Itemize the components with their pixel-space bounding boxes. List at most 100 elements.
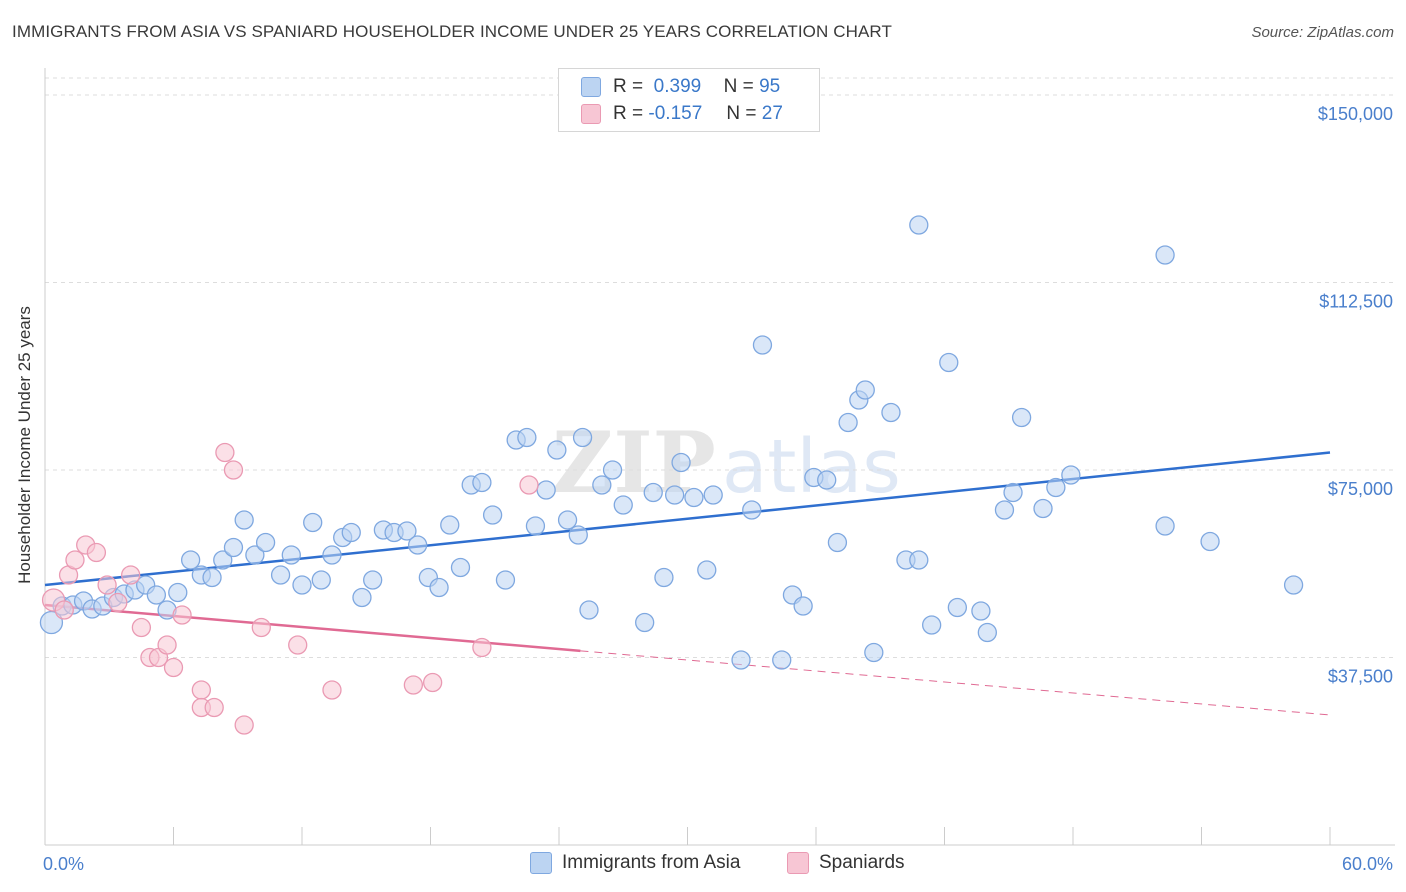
asia-point <box>255 532 276 553</box>
asia-point <box>817 470 837 490</box>
asia-point <box>482 505 503 525</box>
asia-point <box>971 601 991 621</box>
y-tick-label: $112,500 <box>1319 292 1393 312</box>
stats-legend: R = 0.399 N = 95 R = -0.157 N = 27 <box>558 68 820 132</box>
data-points <box>39 215 1304 735</box>
spaniard-point <box>108 592 128 613</box>
axes <box>44 68 1395 846</box>
legend-item-spaniards: Spaniards <box>787 852 905 874</box>
y-tick-labels: $37,500 $75,000 $112,500 $150,000 <box>1318 104 1393 687</box>
asia-point <box>793 596 813 616</box>
asia-point <box>772 650 792 670</box>
asia-point <box>654 567 674 588</box>
asia-point <box>613 495 633 515</box>
spaniard-point <box>65 550 85 570</box>
spaniard-point <box>215 442 235 463</box>
asia-point <box>1011 407 1032 428</box>
spaniard-point <box>54 600 74 620</box>
legend-label-spaniards: Spaniards <box>819 852 905 873</box>
asia-point <box>742 500 762 520</box>
asia-point <box>947 597 967 618</box>
legend-label-asia: Immigrants from Asia <box>562 852 741 873</box>
asia-point <box>407 535 428 555</box>
grid-lines <box>45 77 1395 658</box>
chart-title: IMMIGRANTS FROM ASIA VS SPANIARD HOUSEHO… <box>12 22 892 41</box>
asia-point <box>429 577 449 598</box>
legend-n-label: N = <box>723 76 754 97</box>
asia-point <box>939 352 959 373</box>
spaniard-point <box>86 542 107 563</box>
asia-point <box>977 622 997 643</box>
asia-point <box>303 512 323 533</box>
asia-point <box>697 560 717 580</box>
spaniard-point <box>251 617 271 638</box>
asia-point <box>752 335 773 355</box>
asia-point <box>281 545 301 565</box>
asia-point <box>1283 575 1304 595</box>
spaniard-point <box>519 475 539 495</box>
asia-point <box>322 545 342 565</box>
legend-swatch-pink <box>581 104 601 124</box>
asia-point <box>568 525 588 545</box>
legend-item-asia: Immigrants from Asia <box>530 852 740 874</box>
asia-point <box>495 570 516 590</box>
x-tick-labels: 0.0% 60.0% <box>43 854 1393 874</box>
legend-n-value: 27 <box>761 103 783 124</box>
asia-point <box>450 557 471 578</box>
asia-point <box>1155 245 1175 265</box>
series-legend: Immigrants from Asia Spaniards <box>0 852 1406 878</box>
asia-point <box>881 402 901 423</box>
asia-point <box>472 472 492 493</box>
asia-point <box>602 460 623 480</box>
spaniard-point <box>204 697 224 718</box>
asia-point <box>684 487 704 508</box>
spaniard-point <box>288 635 308 655</box>
asia-point <box>397 521 417 541</box>
y-tick-label: $150,000 <box>1318 104 1393 124</box>
spaniard-point <box>472 637 492 658</box>
asia-point <box>223 537 244 558</box>
asia-point <box>838 412 858 433</box>
asia-point <box>671 452 691 473</box>
spaniard-point <box>322 680 342 700</box>
asia-point <box>525 516 546 536</box>
asia-point <box>1046 477 1066 498</box>
asia-point <box>180 550 201 570</box>
asia-point <box>994 500 1015 520</box>
x-tick-label: 60.0% <box>1342 854 1393 874</box>
asia-point <box>643 482 663 503</box>
asia-point <box>517 427 537 448</box>
asia-point <box>234 510 254 530</box>
source-label: Source: ZipAtlas.com <box>1251 24 1394 41</box>
legend-r-value: 0.399 <box>653 76 702 97</box>
asia-point <box>579 600 599 620</box>
asia-point <box>557 510 578 530</box>
asia-point <box>1033 498 1053 519</box>
spaniard-trend-line-extension <box>580 650 1331 716</box>
spaniard-point <box>157 635 177 655</box>
spaniard-trend-line <box>44 603 581 653</box>
y-axis-label: Householder Income Under 25 years <box>15 306 34 584</box>
asia-point <box>703 485 723 505</box>
asia-point <box>864 642 884 663</box>
spaniard-point <box>223 460 244 480</box>
asia-point <box>855 380 875 400</box>
asia-point <box>270 565 291 585</box>
legend-r-value: -0.157 <box>648 103 703 124</box>
spaniard-point <box>163 657 184 678</box>
asia-point <box>909 550 929 570</box>
asia-point <box>1155 516 1175 536</box>
asia-point <box>341 522 361 543</box>
asia-point <box>731 650 751 670</box>
asia-point <box>292 575 312 595</box>
asia-point <box>1003 482 1023 503</box>
asia-point <box>665 485 685 505</box>
asia-point <box>827 532 848 553</box>
asia-point <box>635 612 655 633</box>
asia-point <box>592 475 612 495</box>
legend-r-label: R = <box>613 103 644 124</box>
asia-point <box>440 515 460 535</box>
spaniard-point <box>422 672 443 693</box>
legend-n-label: N = <box>726 103 757 124</box>
